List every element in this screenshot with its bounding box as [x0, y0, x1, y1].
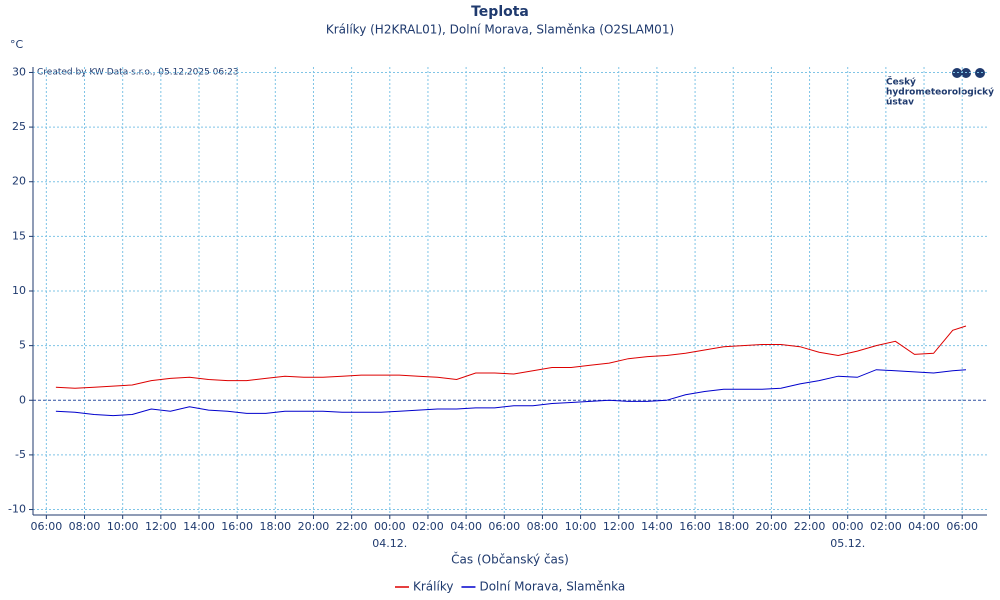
logo-mark	[952, 68, 962, 78]
chart-title: Teplota	[471, 4, 529, 20]
logo-text: hydrometeorologický	[886, 88, 994, 98]
x-tick-label: 18:00	[717, 520, 749, 533]
y-axis-label: °C	[10, 38, 24, 51]
y-tick-label: 15	[12, 229, 26, 242]
x-tick-label: 10:00	[107, 520, 139, 533]
x-tick-label: 02:00	[412, 520, 444, 533]
y-tick-label: 5	[19, 339, 26, 352]
x-tick-label: 22:00	[794, 520, 826, 533]
x-tick-label: 22:00	[336, 520, 368, 533]
y-tick-label: 30	[12, 65, 26, 78]
x-tick-label: 06:00	[488, 520, 520, 533]
logo-text: ústav	[886, 98, 914, 108]
x-tick-label: 18:00	[259, 520, 291, 533]
x-tick-label: 00:00	[374, 520, 406, 533]
y-tick-label: 20	[12, 175, 26, 188]
x-tick-label: 02:00	[870, 520, 902, 533]
x-tick-label: 20:00	[756, 520, 788, 533]
x-tick-label: 04:00	[450, 520, 482, 533]
x-tick-label: 04:00	[908, 520, 940, 533]
x-tick-label: 10:00	[565, 520, 597, 533]
y-tick-label: -10	[8, 503, 26, 516]
x-tick-label: 12:00	[145, 520, 177, 533]
y-tick-label: 0	[19, 393, 26, 406]
logo-mark	[975, 68, 985, 78]
legend-label: Králíky	[413, 580, 453, 594]
series-line	[55, 369, 967, 417]
series-line	[55, 325, 967, 389]
x-tick-label: 14:00	[641, 520, 673, 533]
x-tick-label: 08:00	[69, 520, 101, 533]
x-axis-label: Čas (Občanský čas)	[451, 552, 569, 567]
logo-text: Český	[886, 76, 916, 88]
y-tick-label: 10	[12, 284, 26, 297]
y-tick-label: 25	[12, 120, 26, 133]
x-tick-label: 06:00	[31, 520, 63, 533]
x-tick-label: 16:00	[221, 520, 253, 533]
x-tick-label: 12:00	[603, 520, 635, 533]
x-date-label: 05.12.	[830, 537, 865, 550]
x-tick-label: 20:00	[298, 520, 330, 533]
chart-subtitle: Králíky (H2KRAL01), Dolní Morava, Slaměn…	[326, 23, 674, 37]
x-tick-label: 16:00	[679, 520, 711, 533]
x-tick-label: 00:00	[832, 520, 864, 533]
logo-mark	[961, 68, 971, 78]
x-tick-label: 06:00	[946, 520, 978, 533]
x-tick-label: 14:00	[183, 520, 215, 533]
y-tick-label: -5	[15, 448, 26, 461]
x-date-label: 04.12.	[372, 537, 407, 550]
legend-label: Dolní Morava, Slaměnka	[479, 580, 625, 594]
x-tick-label: 08:00	[527, 520, 559, 533]
